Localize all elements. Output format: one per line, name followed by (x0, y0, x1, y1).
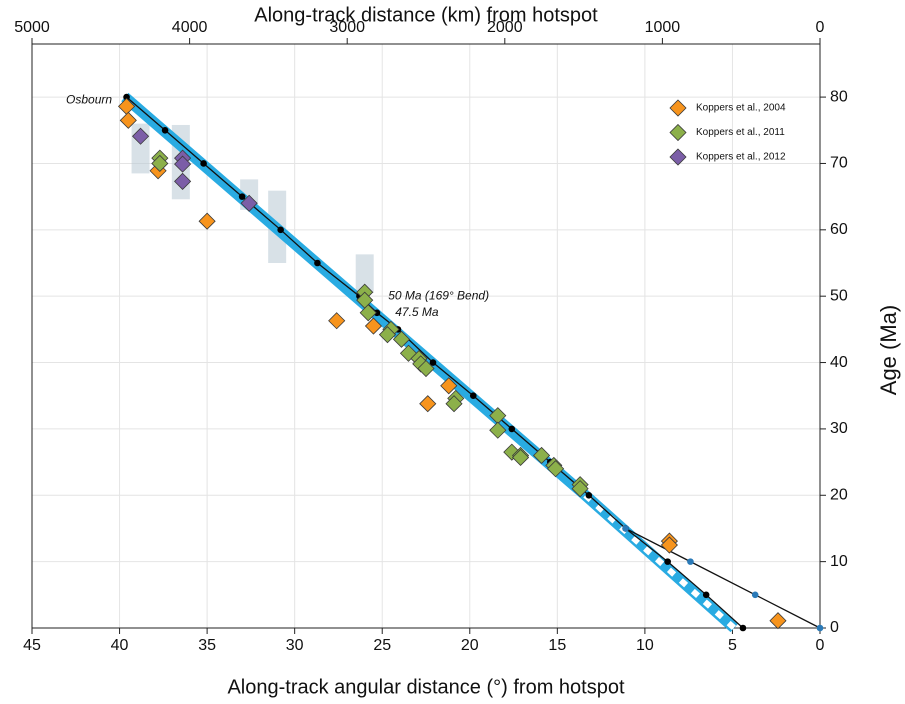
data-point (533, 446, 551, 465)
data-point (440, 377, 458, 395)
data-point (489, 421, 507, 439)
young-track-line (625, 527, 821, 629)
model-track-point (200, 160, 207, 167)
y-tick-label: 50 (830, 287, 848, 304)
model-track-point (429, 359, 437, 366)
x-tick-label: 0 (816, 637, 825, 654)
y-tick-label: 60 (830, 221, 848, 238)
data-point (769, 612, 787, 630)
y-tick-label: 20 (830, 486, 848, 503)
data-point (364, 317, 383, 335)
legend-marker (669, 148, 687, 166)
legend-marker (669, 99, 687, 117)
y-tick-label: 80 (830, 88, 848, 105)
data-point (417, 359, 435, 378)
annotation: 50 Ma (169° Bend) (388, 288, 489, 302)
model-track-point (161, 126, 169, 134)
model-track-point (373, 309, 381, 317)
young-track-point (687, 558, 694, 565)
model-track-point (123, 93, 130, 101)
x2-axis-label: Along-track distance (km) from hotspot (254, 4, 598, 26)
data-point (571, 480, 589, 498)
data-point (547, 460, 565, 478)
model-track-point (664, 558, 671, 565)
data-point (511, 448, 530, 467)
data-point (119, 111, 137, 129)
data-point (378, 326, 397, 344)
x2-tick-label: 2000 (487, 19, 523, 36)
data-point (174, 172, 192, 190)
y-tick-label: 70 (830, 155, 848, 172)
model-track-point (585, 491, 593, 499)
data-point (359, 304, 377, 322)
x-tick-label: 45 (23, 637, 41, 654)
y-tick-label: 10 (830, 553, 848, 570)
data-point (132, 127, 150, 145)
x-tick-label: 30 (286, 637, 304, 654)
data-point (660, 536, 678, 554)
data-point (198, 212, 216, 230)
model-track-point (702, 591, 710, 599)
x-tick-label: 5 (728, 637, 737, 654)
age-range (355, 254, 374, 293)
y-tick-label: 30 (830, 420, 848, 437)
legend-marker (669, 123, 687, 142)
data-point (392, 330, 411, 348)
data-point (419, 395, 437, 413)
x-tick-label: 20 (461, 637, 479, 654)
model-track-line (126, 96, 744, 629)
x2-tick-label: 5000 (14, 19, 50, 36)
model-track-point (277, 226, 284, 234)
x-axis-label: Along-track angular distance (°) from ho… (227, 676, 625, 698)
young-track-point (816, 624, 824, 632)
x-tick-label: 10 (636, 637, 654, 654)
y-tick-label: 0 (830, 619, 839, 636)
annotation: 47.5 Ma (395, 305, 439, 319)
model-track-point (469, 392, 477, 400)
legend-label: Koppers et al., 2012 (696, 152, 786, 163)
model-track-point (238, 193, 246, 200)
data-point (240, 194, 258, 212)
young-track-point (622, 525, 629, 532)
young-track-point (751, 591, 759, 599)
y-axis-label: Age (Ma) (876, 305, 901, 395)
x2-tick-label: 3000 (329, 19, 365, 36)
x2-tick-label: 4000 (172, 19, 208, 36)
data-point (174, 155, 192, 173)
x-tick-label: 40 (111, 637, 129, 654)
x2-tick-label: 0 (816, 19, 825, 36)
model-track-point (739, 624, 747, 632)
legend-label: Koppers et al., 2004 (696, 103, 786, 114)
x2-tick-label: 1000 (645, 19, 681, 36)
model-track-point (314, 259, 321, 267)
legend-label: Koppers et al., 2011 (696, 127, 785, 138)
x-tick-label: 35 (198, 637, 216, 654)
x-tick-label: 15 (548, 637, 566, 654)
model-track-point (508, 425, 516, 433)
data-point (151, 154, 169, 173)
data-point (328, 312, 346, 330)
data-point (445, 395, 463, 413)
plot-frame (31, 43, 821, 629)
annotation: Osbourn (66, 93, 112, 107)
band-dashes (583, 493, 737, 631)
x-tick-label: 25 (373, 637, 391, 654)
y-tick-label: 40 (830, 354, 848, 371)
